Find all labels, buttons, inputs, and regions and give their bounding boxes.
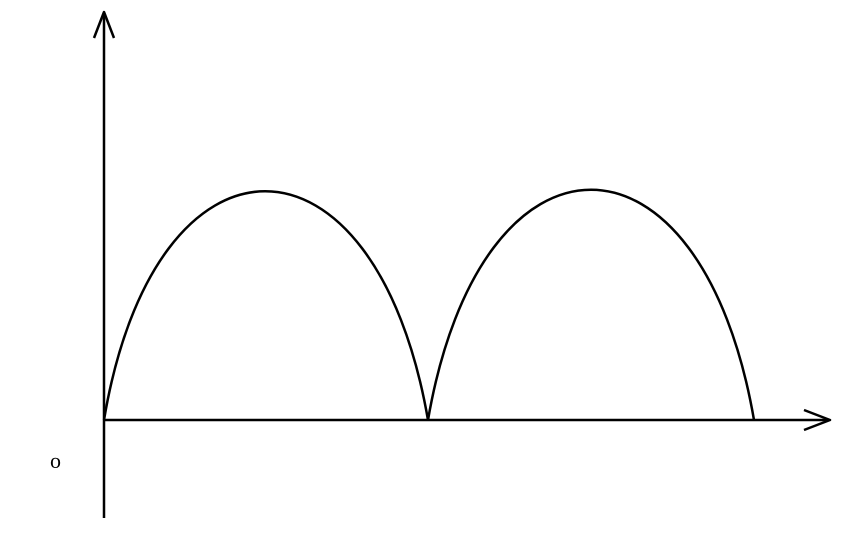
curve-hump-1 [428,190,754,420]
curve-hump-0 [104,191,428,420]
plot-svg [0,0,850,542]
chart-canvas: o [0,0,850,542]
origin-label: o [50,448,61,474]
